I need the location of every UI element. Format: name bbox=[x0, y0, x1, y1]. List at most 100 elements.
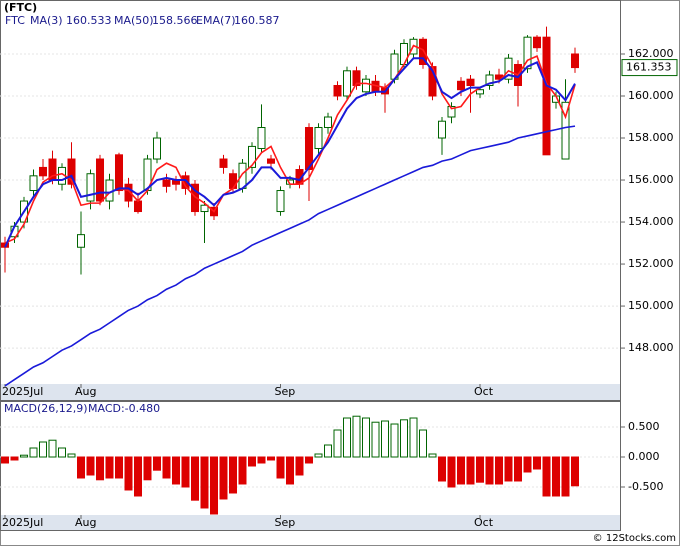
candle-body bbox=[523, 36, 532, 70]
candle-body bbox=[352, 70, 361, 86]
macd-bar bbox=[314, 453, 323, 458]
candle-body bbox=[267, 158, 275, 164]
macd-bar bbox=[295, 456, 304, 476]
macd-bar bbox=[20, 454, 28, 458]
last-price-box bbox=[621, 59, 678, 77]
candle-body bbox=[333, 84, 342, 97]
macd-bar bbox=[352, 415, 361, 458]
macd-bar bbox=[67, 453, 76, 458]
candle-body bbox=[466, 78, 475, 86]
macd-bar bbox=[29, 447, 38, 458]
candle-body bbox=[276, 190, 285, 213]
macd-bar bbox=[172, 456, 180, 485]
symbol: FTC bbox=[5, 14, 25, 27]
candle-body bbox=[238, 162, 247, 189]
legend-value: 160.533 bbox=[66, 14, 112, 27]
macd-bar bbox=[514, 456, 522, 482]
x-tick-label: Sep bbox=[275, 385, 296, 398]
macd-bar bbox=[504, 456, 513, 482]
legend-name: MA(50) bbox=[114, 14, 154, 27]
candle-body bbox=[314, 127, 323, 150]
y-tick-label: 162.000 bbox=[628, 47, 674, 60]
macd-bar bbox=[343, 417, 351, 458]
macd-bar bbox=[181, 456, 190, 488]
candle-body bbox=[191, 183, 199, 213]
macd-bar bbox=[362, 417, 370, 458]
candle-body bbox=[86, 173, 95, 202]
macd-bar bbox=[124, 456, 133, 491]
macd-bar bbox=[466, 456, 475, 485]
macd-bar bbox=[134, 456, 142, 497]
candle-body bbox=[485, 74, 494, 86]
candle-body bbox=[219, 158, 228, 168]
candle-body bbox=[29, 175, 38, 192]
y-tick-label: 152.000 bbox=[628, 257, 674, 270]
macd-bar bbox=[191, 456, 199, 501]
legend-value: 160.587 bbox=[234, 14, 280, 27]
macd-bar bbox=[286, 456, 294, 485]
x-tick-label: Aug bbox=[75, 385, 96, 398]
candle-body bbox=[542, 36, 551, 156]
macd-bar bbox=[229, 456, 237, 494]
legend-name: MA(3) bbox=[30, 14, 63, 27]
ma-line bbox=[4, 57, 576, 248]
ma-line bbox=[4, 125, 576, 387]
macd-value: MACD:-0.480 bbox=[88, 402, 160, 415]
macd-bar bbox=[105, 456, 114, 479]
macd-bar bbox=[409, 417, 418, 458]
candle-body bbox=[200, 204, 209, 213]
candle-body bbox=[533, 36, 541, 49]
footer: © 12Stocks.com bbox=[593, 533, 676, 544]
candle-body bbox=[39, 166, 47, 177]
x-tick-label: 2025Jul bbox=[2, 516, 43, 529]
macd-bar bbox=[238, 456, 247, 485]
chart-title: (FTC) bbox=[4, 1, 37, 14]
macd-bar bbox=[561, 456, 570, 497]
candle-body bbox=[419, 38, 427, 65]
candle-body bbox=[153, 137, 161, 160]
x-tick-label: Aug bbox=[75, 516, 96, 529]
macd-bar bbox=[447, 456, 456, 488]
candle-body bbox=[67, 158, 76, 185]
candle-body bbox=[457, 80, 465, 91]
macd-bar bbox=[200, 456, 209, 509]
macd-bar bbox=[39, 441, 47, 458]
x-axis-band bbox=[0, 515, 620, 531]
macd-bar bbox=[381, 420, 389, 458]
macd-bar bbox=[276, 456, 285, 479]
candle-body bbox=[124, 183, 133, 202]
macd-bar bbox=[571, 456, 579, 487]
macd-bar bbox=[219, 456, 228, 500]
macd-bar bbox=[485, 456, 494, 485]
macd-bar bbox=[248, 456, 256, 467]
candle-body bbox=[438, 120, 446, 139]
candle-body bbox=[162, 179, 171, 187]
macd-bar bbox=[457, 456, 465, 485]
macd-bar bbox=[115, 456, 123, 479]
macd-bar bbox=[476, 456, 484, 483]
candle-body bbox=[248, 145, 256, 168]
y-tick-label: 160.000 bbox=[628, 89, 674, 102]
candle-body bbox=[134, 200, 142, 213]
candle-body bbox=[96, 158, 104, 202]
macd-bar bbox=[333, 429, 342, 458]
macd-bar bbox=[371, 421, 380, 458]
macd-bar bbox=[257, 456, 266, 464]
candle-body bbox=[305, 127, 313, 171]
macd-bar bbox=[162, 456, 171, 479]
candle-body bbox=[476, 89, 484, 95]
candle-body bbox=[181, 175, 190, 189]
candle-body bbox=[77, 234, 85, 248]
macd-bar bbox=[48, 439, 57, 458]
macd-bar bbox=[495, 456, 503, 485]
macd-bar bbox=[143, 456, 152, 481]
macd-title: MACD(26,12,9) bbox=[4, 402, 88, 415]
macd-bar bbox=[542, 456, 551, 497]
candle-body bbox=[447, 106, 456, 118]
x-axis-band bbox=[0, 384, 620, 400]
macd-bar bbox=[1, 456, 9, 464]
macd-bar bbox=[438, 456, 446, 482]
macd-bar bbox=[86, 456, 95, 476]
x-tick-label: Sep bbox=[275, 516, 296, 529]
macd-panel bbox=[0, 401, 621, 531]
